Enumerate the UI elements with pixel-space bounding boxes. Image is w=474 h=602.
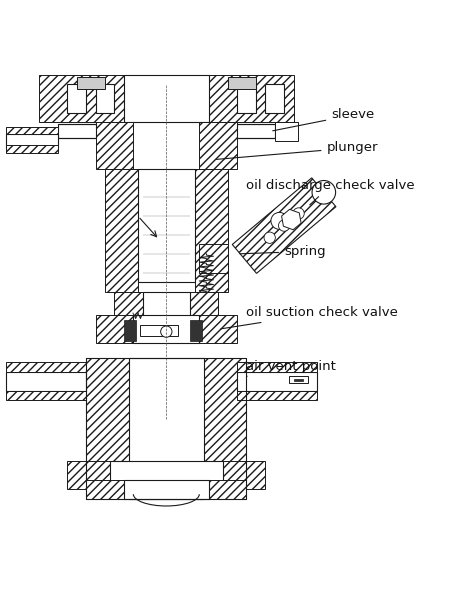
Bar (6, 371, 86, 391)
Bar (77, 77, 105, 89)
Circle shape (293, 208, 304, 219)
Bar (67, 84, 86, 113)
Bar (138, 169, 195, 282)
Bar (190, 291, 218, 320)
Bar (199, 244, 228, 273)
Circle shape (312, 181, 336, 204)
Bar (6, 146, 58, 152)
Bar (293, 379, 303, 381)
Bar (86, 358, 246, 499)
Bar (6, 134, 58, 148)
Bar (6, 391, 86, 400)
Circle shape (161, 326, 172, 337)
Bar (237, 124, 275, 138)
Circle shape (271, 213, 288, 229)
Text: air vent point: air vent point (246, 361, 336, 376)
Bar (96, 315, 237, 343)
Bar (190, 320, 201, 341)
Circle shape (278, 220, 290, 231)
Bar (96, 122, 133, 169)
Bar (48, 75, 284, 120)
Bar (124, 75, 209, 122)
Bar (289, 376, 308, 383)
Bar (39, 75, 293, 122)
Bar (237, 371, 317, 391)
Bar (105, 169, 138, 291)
Bar (133, 315, 199, 343)
Bar (195, 169, 228, 291)
Bar (275, 122, 298, 141)
Circle shape (264, 232, 275, 243)
Bar (110, 461, 223, 489)
Bar (6, 126, 58, 134)
Bar (237, 391, 317, 400)
Text: plunger: plunger (216, 141, 378, 160)
Bar (6, 362, 86, 371)
Bar (237, 84, 256, 113)
Bar (67, 461, 265, 489)
Bar (128, 358, 204, 499)
Bar (237, 362, 317, 371)
Text: sleeve: sleeve (273, 108, 374, 131)
Text: spring: spring (240, 245, 326, 258)
Bar (143, 291, 190, 320)
Bar (124, 320, 136, 341)
Bar (199, 122, 237, 169)
Bar (265, 84, 284, 113)
Polygon shape (282, 209, 301, 230)
Bar (96, 84, 115, 113)
Bar (48, 75, 284, 120)
Bar (86, 480, 246, 499)
Bar (124, 480, 209, 499)
Bar (115, 291, 143, 320)
Bar (58, 124, 96, 138)
Text: oil discharge check valve: oil discharge check valve (246, 179, 415, 205)
Bar (140, 324, 178, 337)
Bar (228, 77, 256, 89)
Text: oil suction check valve: oil suction check valve (221, 306, 398, 329)
Polygon shape (232, 178, 336, 273)
